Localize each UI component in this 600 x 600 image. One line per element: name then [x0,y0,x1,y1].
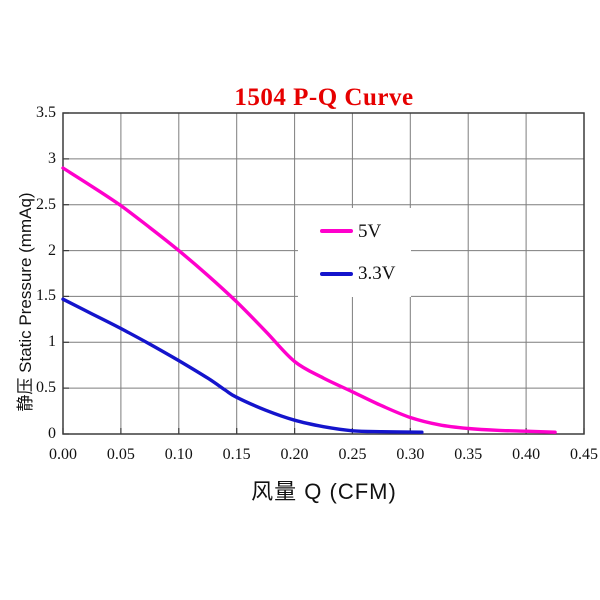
x-tick-label: 0.30 [396,446,425,463]
legend-label-3v3: 3.3V [358,263,396,285]
x-axis-title: 风量 Q (CFM) [251,479,397,504]
legend-item-3v3: 3.3V [298,264,411,283]
x-tick-label: 0.20 [280,446,309,463]
plot-frame [62,112,585,435]
y-tick-label: 3.5 [36,104,56,121]
legend-swatch-5v [320,229,353,234]
x-tick-label: 0.45 [570,446,598,463]
x-tick-label: 0.15 [222,446,251,463]
y-tick-label: 3 [48,149,56,167]
y-tick-label: 0 [48,425,56,442]
y-tick-label: 1.5 [36,287,56,305]
x-tick-label: 0.10 [164,446,193,463]
legend-swatch-3v3 [320,271,353,276]
x-tick-label: 0.25 [338,446,367,463]
y-tick-label: 1 [48,333,56,351]
curve-5v [61,166,557,434]
y-axis-title: 静压 Static Pressure (mmAq) [16,192,35,412]
legend-label-5v: 5V [358,220,382,242]
x-tick-label: 0.05 [106,446,135,463]
curve-3-3v [61,297,424,434]
y-tick-label: 2.5 [36,195,56,213]
legend-item-5v: 5V [298,222,411,241]
legend: 5V 3.3V [298,208,411,297]
y-tick-label: 2 [48,241,56,259]
chart-title: 1504 P-Q Curve [234,84,414,111]
x-tick-label: 0.00 [49,446,77,463]
x-tick-label: 0.35 [454,446,483,463]
y-tick-label: 0.5 [36,379,56,397]
x-tick-label: 0.40 [512,446,541,463]
